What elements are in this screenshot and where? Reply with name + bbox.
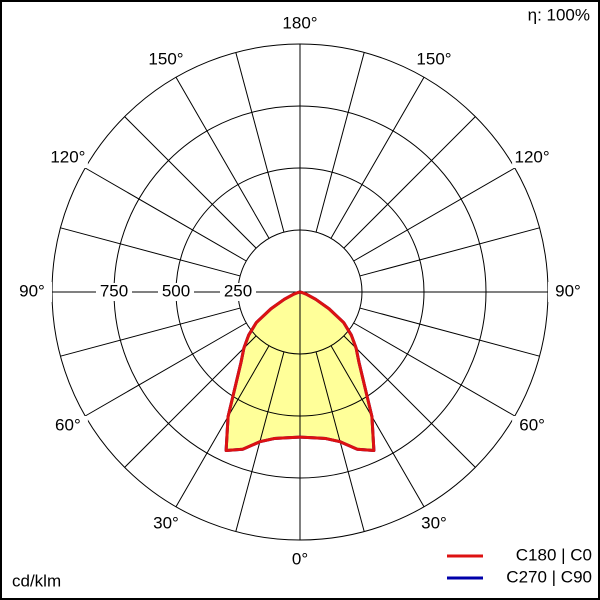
spoke [124, 335, 257, 468]
angle-label: 120° [50, 147, 85, 166]
spoke [353, 322, 516, 417]
label-bg [146, 49, 186, 70]
spoke [175, 76, 270, 239]
spoke [343, 335, 476, 468]
label-bg [512, 148, 553, 168]
angle-label: 30° [421, 514, 447, 533]
unit-label: cd/klm [12, 571, 61, 590]
intensity-curve [299, 290, 376, 452]
legend-label: C270 | C90 [506, 567, 592, 586]
spoke [330, 76, 425, 239]
angle-label: 90° [555, 281, 581, 300]
spoke [353, 167, 516, 262]
spoke [343, 116, 476, 249]
label-bg [96, 283, 132, 301]
label-bg [414, 514, 454, 535]
angle-label: 90° [19, 281, 45, 300]
r-tick-label: 500 [162, 281, 190, 300]
r-tick-label: 250 [224, 281, 252, 300]
label-bg [158, 283, 194, 301]
label-bg [512, 416, 553, 436]
spoke [175, 345, 270, 508]
spoke [60, 307, 241, 357]
spoke [84, 167, 247, 262]
angle-label: 0° [292, 549, 308, 568]
spoke [359, 307, 540, 357]
spoke [330, 345, 425, 508]
spoke [84, 322, 247, 417]
label-bg [548, 282, 588, 302]
label-bg [47, 148, 88, 168]
label-bg [47, 416, 88, 436]
angle-label: 60° [55, 415, 81, 434]
spoke [60, 227, 241, 277]
angle-label: 60° [519, 415, 545, 434]
angle-label: 150° [148, 49, 183, 68]
angle-label: 30° [153, 514, 179, 533]
angle-label: 180° [282, 13, 317, 32]
intensity-curve [224, 290, 301, 452]
efficiency-label: η: 100% [528, 5, 590, 24]
legend-label: C180 | C0 [516, 545, 592, 564]
label-bg [280, 550, 320, 570]
spoke [315, 52, 365, 233]
angle-label: 150° [416, 49, 451, 68]
label-bg [220, 283, 256, 301]
label-bg [414, 49, 454, 70]
spoke [359, 227, 540, 277]
angle-label: 120° [515, 147, 550, 166]
label-bg [12, 282, 52, 302]
label-bg [280, 14, 320, 34]
spoke [124, 116, 257, 249]
label-bg [146, 514, 186, 535]
r-tick-label: 750 [100, 281, 128, 300]
spoke [235, 52, 285, 233]
